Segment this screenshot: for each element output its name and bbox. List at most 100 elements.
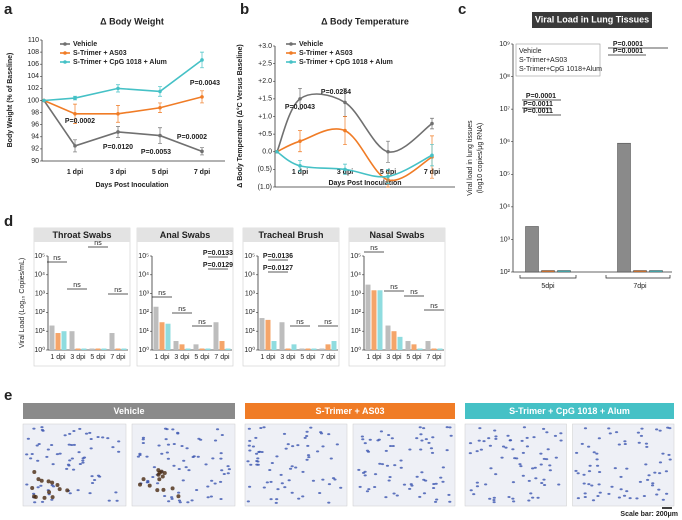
stain [161, 487, 166, 492]
stain [176, 494, 181, 499]
bar [193, 344, 199, 350]
cell-nucleus [360, 435, 364, 438]
cell-nucleus [82, 456, 87, 459]
cell-nucleus [262, 486, 266, 489]
cell-nucleus [489, 467, 493, 470]
cell-nucleus [658, 472, 662, 475]
x-tick-label: 5 dpi [300, 354, 316, 361]
x-tick-label: 1 dpi [366, 354, 382, 361]
cell-nucleus [418, 495, 422, 498]
cell-nucleus [46, 448, 50, 451]
cell-nucleus [596, 495, 600, 498]
cell-nucleus [628, 497, 632, 500]
cell-nucleus [29, 457, 33, 460]
cell-nucleus [546, 448, 550, 451]
group-bracket [519, 275, 577, 279]
cell-nucleus [399, 459, 403, 462]
cell-nucleus [392, 492, 396, 495]
y-axis-label: Viral load in lung tissues [467, 120, 474, 196]
cell-nucleus [635, 497, 639, 500]
chart-title: Δ Body Temperature [321, 16, 409, 26]
cell-nucleus [415, 475, 419, 478]
cell-nucleus [472, 493, 476, 496]
cell-nucleus [475, 450, 479, 453]
cell-nucleus [165, 428, 169, 431]
stain [170, 486, 175, 491]
cell-nucleus [51, 463, 55, 466]
point [386, 149, 390, 154]
cell-nucleus [380, 463, 385, 466]
cell-nucleus [625, 467, 629, 470]
panel-label: d [4, 213, 13, 230]
cell-nucleus [548, 464, 552, 467]
cell-nucleus [548, 469, 552, 472]
cell-nucleus [507, 495, 511, 498]
bar [525, 226, 539, 273]
bar [61, 331, 67, 350]
cell-nucleus [513, 457, 517, 460]
annotation: P=0.0002 [65, 118, 95, 125]
legend-label: S-Trimer + CpG 1018 + Alum [299, 59, 393, 66]
y-tick-label: 10² [351, 309, 362, 316]
y-tick-label: 10² [35, 309, 46, 316]
legend-marker [289, 51, 293, 55]
cell-nucleus [583, 427, 588, 430]
cell-nucleus [32, 427, 36, 430]
legend-label: S-Trimer + AS03 [73, 50, 127, 57]
cell-nucleus [276, 488, 280, 491]
cell-nucleus [419, 448, 423, 451]
y-tick-label: 104 [27, 73, 39, 80]
cell-nucleus [321, 478, 325, 481]
cell-nucleus [39, 484, 43, 487]
cell-nucleus [638, 480, 643, 483]
cell-nucleus [248, 485, 252, 488]
cell-nucleus [247, 427, 251, 430]
stain [57, 487, 62, 492]
cell-nucleus [66, 463, 71, 466]
cell-nucleus [177, 468, 181, 471]
cell-nucleus [582, 473, 586, 476]
stain [65, 488, 70, 493]
y-tick-label: 10⁵ [244, 253, 255, 260]
cell-nucleus [539, 463, 543, 466]
cell-nucleus [254, 436, 258, 439]
point [158, 89, 162, 94]
cell-nucleus [319, 432, 324, 435]
cell-nucleus [591, 499, 596, 502]
cell-nucleus [501, 445, 506, 448]
legend-label: S-Trimer + CpG 1018 + Alum [73, 59, 167, 66]
cell-nucleus [81, 459, 85, 462]
cell-nucleus [650, 484, 655, 487]
cell-nucleus [367, 488, 371, 491]
tissue-image [352, 423, 456, 507]
y-tick-label: 10³ [351, 290, 362, 297]
y-tick-label: (0.5) [258, 166, 272, 173]
annotation: ns [198, 319, 206, 326]
y-tick-label: 10⁶ [499, 139, 510, 146]
cell-nucleus [595, 464, 600, 467]
annotation: ns [296, 319, 304, 326]
x-tick-label: 7 dpi [110, 354, 126, 361]
cell-nucleus [318, 492, 322, 495]
x-tick-label: 5 dpi [152, 169, 168, 176]
point [343, 128, 347, 133]
bar [213, 322, 219, 350]
cell-nucleus [385, 464, 390, 467]
cell-nucleus [209, 495, 213, 498]
cell-nucleus [559, 439, 563, 442]
point [116, 130, 120, 134]
cell-nucleus [377, 438, 381, 441]
cell-nucleus [588, 464, 592, 467]
y-tick-label: 100 [27, 97, 39, 104]
cell-nucleus [617, 443, 621, 446]
cell-nucleus [527, 479, 531, 482]
cell-nucleus [145, 455, 149, 458]
cell-nucleus [545, 431, 549, 434]
cell-nucleus [511, 497, 515, 500]
cell-nucleus [165, 451, 169, 454]
cell-nucleus [597, 483, 601, 486]
y-tick-label: 94 [31, 134, 39, 141]
cell-nucleus [96, 474, 101, 477]
y-tick-label: 10⁵ [34, 253, 45, 260]
cell-nucleus [111, 446, 115, 449]
